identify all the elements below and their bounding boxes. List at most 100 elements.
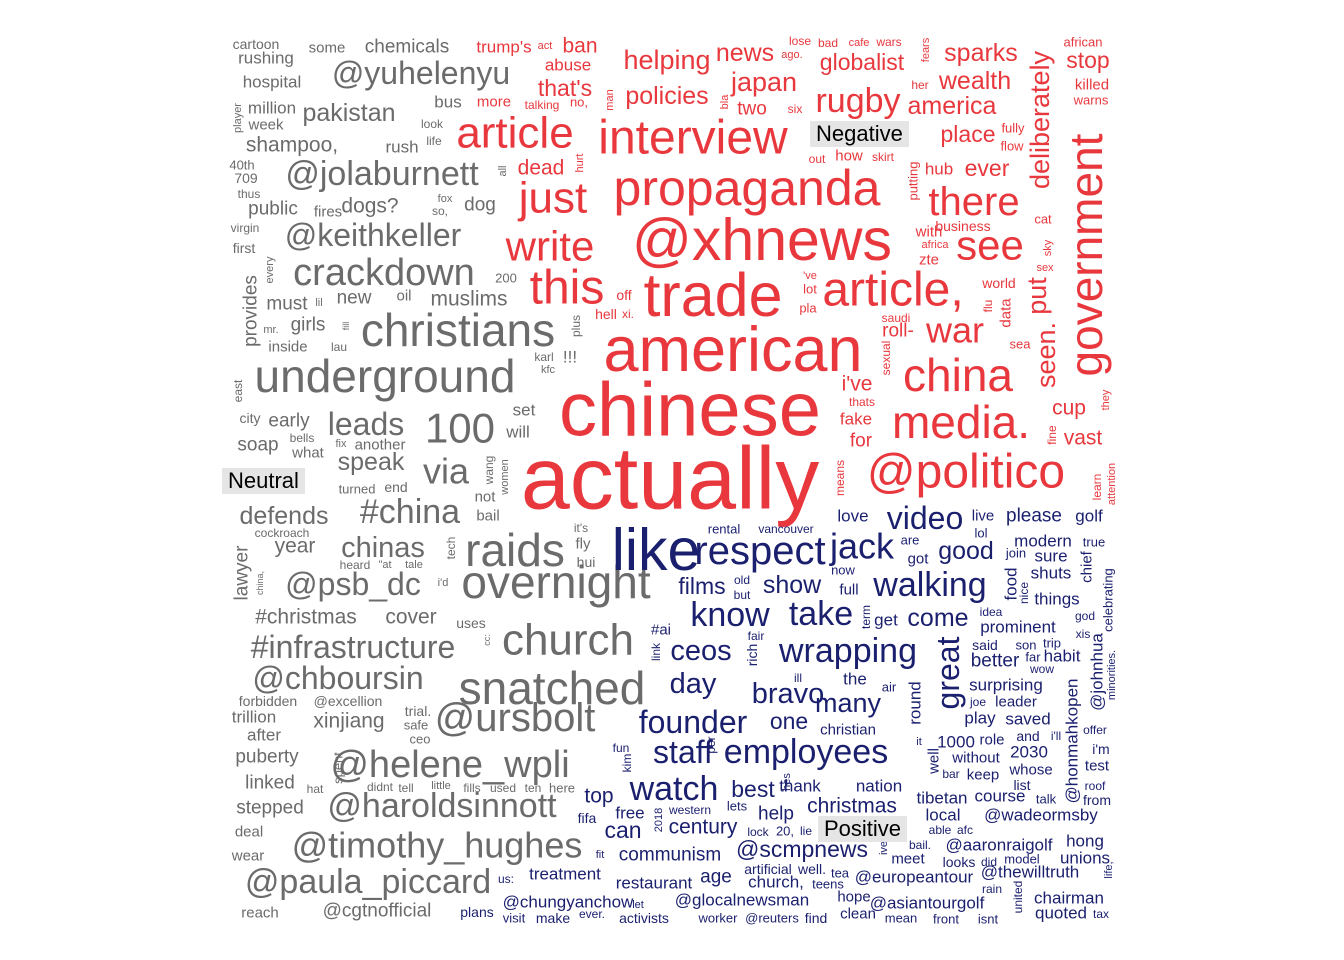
word-positive: please — [1006, 506, 1062, 527]
word-neutral: cartoon — [233, 36, 280, 52]
word-positive: god — [1075, 609, 1095, 623]
word-neutral: some — [309, 40, 346, 57]
word-neutral: 709 — [234, 170, 258, 186]
word-neutral: inside — [268, 339, 307, 356]
word-neutral: every — [264, 256, 276, 283]
word-neutral: look — [421, 117, 444, 131]
word-positive: christmas — [807, 795, 897, 818]
word-positive: whose — [1008, 762, 1052, 779]
word-neutral: stepped — [236, 798, 304, 819]
word-positive: unions — [1060, 849, 1110, 868]
word-negative: government — [1060, 133, 1112, 376]
word-negative: off — [616, 287, 631, 303]
word-neutral: lawyer — [232, 545, 253, 601]
word-positive: celebrating — [1101, 568, 1116, 632]
word-negative: see — [956, 222, 1024, 269]
word-positive: staff — [653, 734, 713, 770]
word-negative: african — [1063, 35, 1102, 50]
word-positive: @asiantourgolf — [870, 894, 985, 913]
word-positive: one — [770, 708, 808, 734]
word-negative: flu — [981, 300, 995, 313]
word-positive: video — [887, 500, 964, 536]
word-positive: hope — [837, 889, 870, 906]
word-positive: bail. — [909, 838, 931, 852]
word-positive: communism — [619, 845, 721, 866]
word-neutral: fix — [336, 438, 348, 450]
word-neutral: @haroldsinnott — [327, 787, 557, 825]
word-neutral: safe — [404, 718, 429, 733]
word-positive: kim — [620, 754, 634, 773]
word-negative: fake — [840, 410, 872, 429]
word-negative: deliberately — [1025, 50, 1055, 189]
word-negative: war — [925, 310, 984, 351]
word-neutral: fox — [438, 193, 453, 205]
word-neutral: not — [475, 489, 497, 506]
word-positive: founder — [639, 704, 748, 740]
word-neutral: rush — [385, 138, 418, 157]
word-positive: able — [929, 823, 952, 837]
word-neutral: plus — [569, 315, 583, 337]
word-positive: age — [700, 867, 732, 888]
word-neutral: tech — [444, 537, 458, 560]
word-negative: sparks — [944, 39, 1018, 67]
word-positive: bravo — [752, 678, 825, 710]
word-positive: true — [1083, 535, 1105, 550]
word-positive: well. — [797, 861, 826, 877]
word-negative: article, — [822, 264, 963, 317]
word-positive: visit — [503, 911, 526, 926]
word-positive: can — [604, 817, 641, 843]
word-negative: rugby — [815, 82, 900, 120]
word-negative: attention — [1106, 463, 1118, 505]
word-negative: thats — [849, 395, 875, 409]
word-positive: isnt — [978, 912, 999, 927]
word-negative: bla — [719, 94, 731, 110]
word-negative: sea — [1010, 337, 1032, 352]
word-neutral: dog — [464, 195, 496, 216]
word-neutral: spent — [331, 752, 346, 784]
word-positive: rich — [744, 644, 760, 667]
word-positive: tea — [831, 866, 850, 881]
word-negative: they — [1100, 389, 1112, 410]
word-neutral: "at — [378, 559, 391, 571]
word-positive: teens — [812, 877, 844, 892]
word-neutral: bus — [434, 93, 461, 112]
word-negative: flow — [1000, 139, 1024, 154]
word-positive: roof — [1085, 779, 1106, 793]
word-neutral: forbidden — [239, 693, 297, 709]
word-neutral: china, — [255, 571, 265, 595]
word-positive: golf — [1075, 507, 1103, 526]
word-positive: live — [972, 508, 995, 525]
word-positive: play — [964, 709, 996, 728]
word-positive: united — [1011, 881, 1025, 914]
word-positive: did — [981, 855, 997, 869]
word-negative: hell — [595, 306, 617, 322]
word-positive: lie — [800, 824, 812, 838]
word-positive: fair — [748, 629, 765, 643]
word-neutral: public — [248, 199, 298, 220]
word-neutral: @psb_dc — [285, 566, 421, 602]
word-positive: like — [612, 517, 701, 583]
word-negative: for — [850, 431, 873, 452]
word-negative: there — [928, 180, 1019, 224]
word-positive: ill — [794, 671, 802, 685]
word-neutral: hospital — [243, 73, 302, 92]
word-neutral: so, — [432, 204, 448, 218]
word-positive: link — [649, 642, 663, 661]
word-positive: role — [979, 732, 1004, 749]
word-positive: habit — [1044, 647, 1081, 666]
word-neutral: didnt — [367, 780, 394, 794]
word-positive: take — [789, 595, 853, 633]
word-positive: many — [815, 688, 882, 718]
word-negative: @politico — [867, 446, 1065, 499]
word-positive: local — [926, 806, 961, 825]
word-positive: idea — [980, 605, 1003, 619]
word-negative: africa — [922, 239, 950, 251]
word-negative: data — [998, 298, 1015, 328]
word-neutral: defends — [240, 502, 329, 530]
word-negative: learn — [1090, 474, 1104, 501]
word-positive: test — [1085, 758, 1110, 775]
word-neutral: #infrastructure — [251, 629, 456, 665]
word-neutral: #christmas — [255, 606, 357, 629]
word-negative: lot — [803, 282, 817, 297]
word-positive: @chungyanchow — [503, 893, 634, 912]
